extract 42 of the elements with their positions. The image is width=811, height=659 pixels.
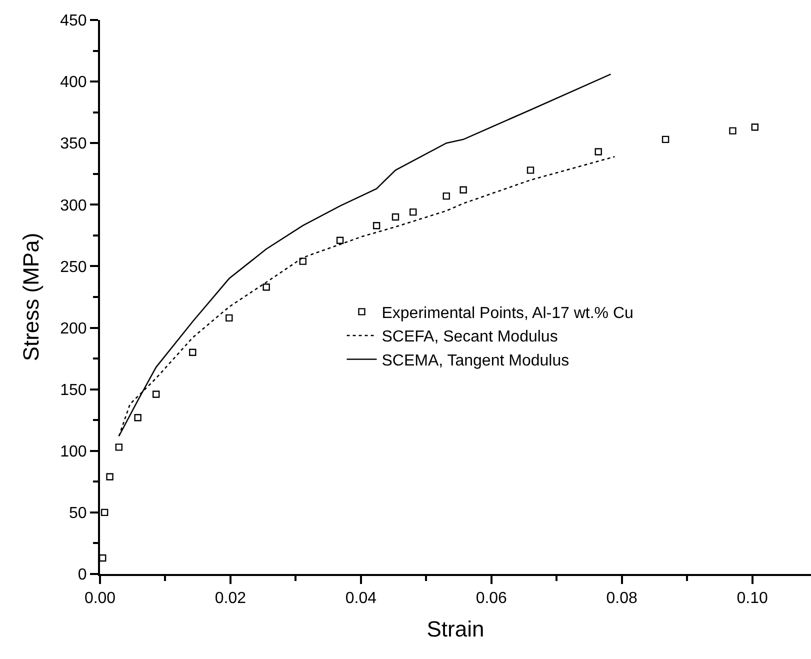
legend-label: SCEMA, Tangent Modulus — [382, 352, 570, 370]
y-tick-label: 0 — [78, 566, 87, 584]
point — [152, 390, 160, 398]
y-tick-label: 450 — [60, 12, 87, 30]
x-axis-title: Strain — [426, 616, 484, 642]
x-tick-label: 0.00 — [84, 590, 116, 608]
point — [751, 124, 758, 131]
x-tick-label: 0.02 — [214, 590, 246, 608]
y-tick-label: 100 — [60, 443, 87, 460]
point — [392, 213, 400, 221]
y-tick-label: 400 — [60, 74, 87, 92]
y-tick-label: 200 — [60, 320, 87, 338]
x-tick-label: 0.04 — [345, 590, 377, 608]
point — [100, 554, 106, 562]
point — [372, 222, 380, 230]
x-tick-label: 0.06 — [476, 590, 508, 608]
y-tick-label: 50 — [69, 505, 87, 522]
point — [662, 136, 670, 144]
y-tick-label: 350 — [60, 136, 87, 153]
x-tick-label: 0.10 — [736, 590, 768, 608]
point — [729, 127, 736, 134]
y-tick-label: 250 — [60, 258, 87, 276]
point — [336, 236, 344, 244]
point — [442, 192, 450, 200]
point — [106, 473, 114, 480]
point — [262, 284, 270, 291]
point — [189, 348, 196, 356]
point — [115, 444, 123, 451]
point — [226, 314, 233, 322]
point — [299, 258, 306, 265]
point — [410, 208, 417, 216]
point — [100, 508, 108, 516]
y-axis-title: Stress (MPa) — [18, 232, 44, 362]
x-tick-label: 0.08 — [606, 590, 638, 608]
point — [134, 414, 142, 422]
point — [460, 186, 467, 194]
y-tick-label: 300 — [60, 197, 87, 214]
legend-label: Experimental Points, Al-17 wt.% Cu — [382, 304, 634, 322]
legend-label: SCEFA, Secant Modulus — [382, 328, 558, 346]
y-tick-label: 150 — [60, 382, 87, 399]
point — [526, 166, 534, 174]
point — [594, 148, 602, 156]
